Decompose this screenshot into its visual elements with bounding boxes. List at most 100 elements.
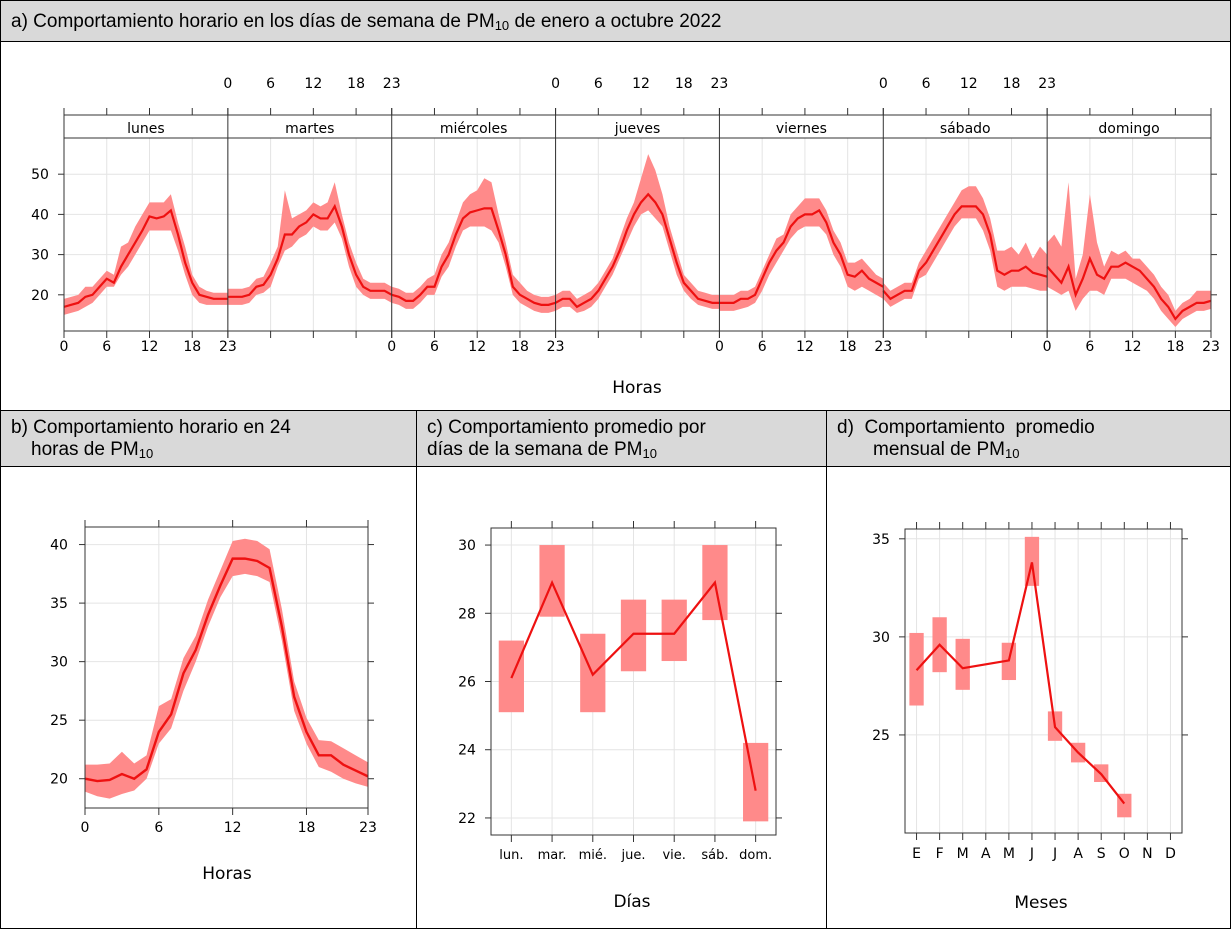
chart-weekly-hourly: lunes 0 6 12 18 23 martes 0 6 12 18 23 miércoles 0 6 12… xyxy=(31,76,1220,398)
x-tick-label: lun. xyxy=(499,848,523,863)
x-tick-label: 6 xyxy=(430,339,439,355)
x-tick-label: F xyxy=(936,846,944,862)
series-line xyxy=(915,562,1126,805)
y-tick-label: 22 xyxy=(458,811,476,827)
x-tick-label: O xyxy=(1119,846,1130,862)
chart-hourly-24h: 0 6 12 18 23 20 25 30 35 40 Horas xyxy=(50,520,377,884)
y-tick-label: 50 xyxy=(31,167,49,183)
x-tick-label: 18 xyxy=(1166,339,1184,355)
x-tick-label: 0 xyxy=(387,339,396,355)
facet-label: lunes xyxy=(127,121,165,137)
panel-d-body: E F M A M J J A S O N D 25 30 35 Meses xyxy=(826,466,1231,929)
y-tick-label: 24 xyxy=(458,743,476,759)
ci-box-2 xyxy=(955,638,970,690)
ci-band-3 xyxy=(555,154,720,313)
series-line-2 xyxy=(391,207,556,306)
x-tick-label-top: 0 xyxy=(551,76,560,92)
panel-c-body: lun. mar. mié. jue. vie. sáb. dom. 22 24 26 28 30 Dí… xyxy=(416,466,827,929)
ci-band xyxy=(85,538,368,799)
x-tick-label: M xyxy=(957,846,969,862)
x-tick-label: 18 xyxy=(298,820,316,836)
y-tick-label: 25 xyxy=(50,713,68,729)
x-axis-title: Días xyxy=(613,892,650,912)
x-tick-label-top: 18 xyxy=(347,76,365,92)
series-line-6 xyxy=(1046,255,1212,321)
x-axis-title: Horas xyxy=(612,378,662,398)
ci-box-4 xyxy=(661,599,687,662)
series-line-5 xyxy=(882,205,1048,301)
facet-label: viernes xyxy=(776,121,827,137)
ci-band-0 xyxy=(64,194,228,315)
ci-band-2 xyxy=(391,178,556,313)
x-tick-label: 23 xyxy=(359,820,377,836)
x-tick-label: 0 xyxy=(60,339,69,355)
facet-label: sábado xyxy=(940,121,991,137)
x-tick-label: 6 xyxy=(758,339,767,355)
x-tick-label: 23 xyxy=(1202,339,1220,355)
x-tick-label: J xyxy=(1052,846,1057,862)
x-tick-label: mar. xyxy=(538,848,567,863)
x-tick-label-top: 23 xyxy=(1038,76,1056,92)
series-line-1 xyxy=(227,203,393,298)
y-tick-label: 35 xyxy=(50,596,68,612)
x-tick-label: 18 xyxy=(183,339,201,355)
y-tick-label: 20 xyxy=(31,288,49,304)
x-tick-label: 12 xyxy=(1124,339,1142,355)
x-tick-label: E xyxy=(912,846,921,862)
x-tick-label: 12 xyxy=(224,820,242,836)
x-tick-label-top: 6 xyxy=(266,76,275,92)
ci-band-5 xyxy=(883,186,1048,307)
ci-box-3 xyxy=(620,599,647,672)
x-tick-label: 6 xyxy=(1085,339,1094,355)
plot-frame xyxy=(84,526,369,809)
y-tick-label: 25 xyxy=(872,728,890,744)
y-tick-label: 30 xyxy=(31,248,49,264)
x-tick-label: D xyxy=(1165,846,1176,862)
panel-c-header: c) Comportamiento promedio por días de l… xyxy=(416,410,827,467)
x-tick-label: 18 xyxy=(839,339,857,355)
x-tick-label: N xyxy=(1142,846,1152,862)
panel-b-body: 0 6 12 18 23 20 25 30 35 40 Horas xyxy=(0,466,417,929)
x-tick-label-top: 12 xyxy=(960,76,978,92)
x-tick-label: 0 xyxy=(1043,339,1052,355)
panel-b-title: b) Comportamiento horario en 24 horas de… xyxy=(11,417,291,461)
y-tick-label: 35 xyxy=(872,532,890,548)
chart-weekday-average: lun. mar. mié. jue. vie. sáb. dom. 22 24 26 28 30 Dí… xyxy=(458,521,782,912)
x-tick-label: 0 xyxy=(81,820,90,836)
panel-a-body: lunes 0 6 12 18 23 martes 0 6 12 18 23 miércoles 0 6 12… xyxy=(0,41,1231,411)
x-tick-label: 12 xyxy=(468,339,486,355)
x-tick-label-top: 12 xyxy=(632,76,650,92)
x-tick-label: 23 xyxy=(219,339,237,355)
ci-band-1 xyxy=(227,182,392,305)
facet-label: miércoles xyxy=(440,121,508,137)
facet-label: domingo xyxy=(1098,121,1159,137)
x-tick-label: 6 xyxy=(102,339,111,355)
x-tick-label: J xyxy=(1029,846,1034,862)
x-tick-label-top: 6 xyxy=(922,76,931,92)
x-tick-label-top: 0 xyxy=(223,76,232,92)
x-tick-label-top: 23 xyxy=(711,76,729,92)
x-tick-label: 18 xyxy=(511,339,529,355)
x-tick-label: 12 xyxy=(796,339,814,355)
facet-label: jueves xyxy=(614,121,661,137)
x-tick-label: 23 xyxy=(547,339,565,355)
panel-d-title: d) Comportamiento promedio mensual de PM… xyxy=(837,417,1095,461)
x-tick-label: jue. xyxy=(621,848,646,863)
panel-b-header: b) Comportamiento horario en 24 horas de… xyxy=(0,410,417,467)
facet-label: martes xyxy=(285,121,334,137)
series-line xyxy=(84,557,369,783)
x-axis-title: Meses xyxy=(1014,893,1067,913)
ci-box-5 xyxy=(1024,536,1040,586)
series-line xyxy=(510,579,757,791)
x-tick-label: dom. xyxy=(739,848,772,863)
x-tick-label: S xyxy=(1097,846,1106,862)
x-tick-label: A xyxy=(981,846,991,862)
x-axis-title: Horas xyxy=(202,864,252,884)
series-line-4 xyxy=(719,208,884,304)
x-tick-label: 23 xyxy=(874,339,892,355)
x-tick-label: sáb. xyxy=(701,848,728,863)
x-tick-label-top: 0 xyxy=(879,76,888,92)
ci-band-6 xyxy=(1047,182,1211,327)
y-tick-label: 40 xyxy=(50,538,68,554)
